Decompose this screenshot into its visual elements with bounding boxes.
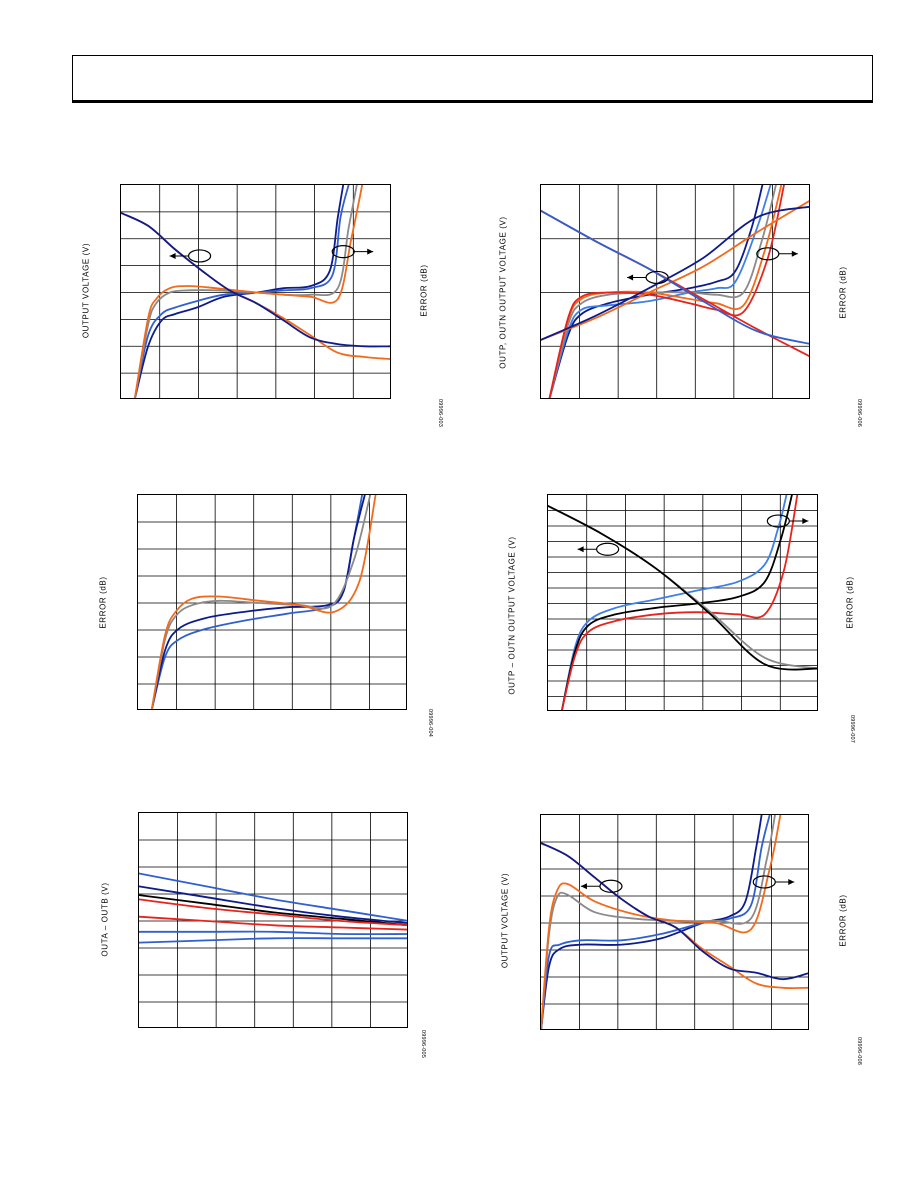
series-line-error: [541, 815, 776, 1029]
figure-id: 09996-008: [856, 1036, 862, 1066]
series-line-output: [139, 937, 407, 944]
figure-id: 09996-005: [420, 1029, 426, 1059]
figure-id: 09996-003: [437, 398, 443, 428]
axis-arrow-head: [791, 250, 798, 257]
chart-svg: [548, 495, 817, 710]
series-group-ellipse: [187, 249, 212, 263]
series-line-output: [541, 209, 809, 345]
plot-area: [547, 494, 818, 711]
series-line-output: [139, 885, 407, 924]
series-group-ellipse: [599, 879, 623, 893]
page-header-box: [72, 55, 873, 103]
series-line-output: [541, 205, 809, 341]
axis-arrow-head: [627, 274, 634, 281]
series-line-error: [151, 495, 366, 709]
series-line-output: [139, 894, 407, 927]
y-axis-label: OUTP – OUTN OUTPUT VOLTAGE (V): [507, 536, 517, 695]
y-axis-label: OUTP, OUTN OUTPUT VOLTAGE (V): [498, 216, 508, 369]
y2-axis-label: ERROR (dB): [845, 576, 855, 629]
figure-id: 09996-006: [856, 398, 862, 428]
series-line-error: [548, 185, 777, 398]
series-line-error: [541, 815, 771, 1029]
chart-svg: [138, 495, 406, 709]
series-line-output: [121, 212, 390, 348]
y-axis-label: OUTPUT VOLTAGE (V): [500, 872, 510, 969]
series-line-error: [150, 495, 377, 709]
series-line-output: [541, 842, 808, 990]
axis-arrow-head: [580, 883, 587, 890]
series-line-output: [121, 212, 390, 360]
axis-arrow-head: [788, 878, 795, 885]
axis-arrow-head: [577, 546, 584, 553]
series-line-output: [139, 872, 407, 922]
series-line-error: [548, 185, 783, 398]
y2-axis-label: ERROR (dB): [419, 264, 429, 317]
y-axis-label: OUTA – OUTB (V): [100, 882, 110, 957]
series-group-ellipse: [756, 247, 780, 261]
chart-svg: [541, 815, 808, 1029]
series-line-error: [134, 185, 364, 398]
plot-area: [138, 812, 408, 1028]
axis-arrow-head: [802, 518, 809, 525]
series-line-error: [561, 495, 799, 710]
chart-svg: [139, 813, 407, 1027]
series-line-error: [134, 185, 358, 398]
series-line-error: [134, 185, 345, 398]
series-group-ellipse: [331, 245, 355, 259]
series-line-output: [139, 898, 407, 927]
series-line-output: [541, 200, 809, 341]
series-line-output: [541, 842, 808, 981]
chart-svg: [541, 185, 809, 398]
plot-area: [120, 184, 391, 399]
series-line-error: [134, 185, 350, 398]
chart-svg: [121, 185, 390, 398]
series-line-output: [139, 915, 407, 931]
y2-axis-label: ERROR (dB): [838, 894, 848, 947]
figure-id: 09996-007: [849, 714, 855, 744]
series-line-output: [139, 930, 407, 936]
y-axis-label: ERROR (dB): [98, 576, 108, 629]
series-line-error: [548, 185, 785, 398]
figure-id: 09996-004: [427, 708, 433, 738]
y2-axis-label: ERROR (dB): [838, 266, 848, 319]
series-line-output: [548, 505, 817, 671]
y-axis-label: OUTPUT VOLTAGE (V): [81, 242, 91, 339]
series-group-ellipse: [766, 514, 790, 528]
series-line-error: [150, 495, 372, 709]
plot-area: [137, 494, 407, 710]
series-group-ellipse: [596, 542, 620, 556]
series-line-error: [561, 495, 788, 710]
axis-arrow-head: [169, 252, 176, 259]
series-line-error: [561, 495, 793, 710]
series-line-error: [541, 815, 782, 1029]
plot-area: [540, 814, 809, 1030]
axis-arrow-head: [367, 248, 374, 255]
series-line-error: [541, 815, 763, 1029]
plot-area: [540, 184, 810, 399]
